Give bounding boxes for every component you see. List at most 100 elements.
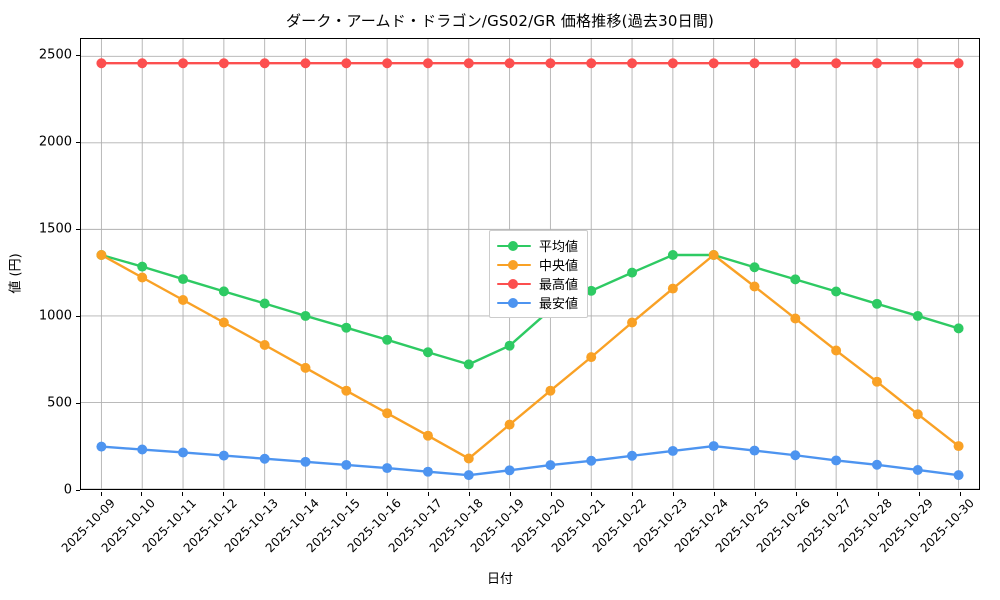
x-tick-mark: [959, 492, 961, 496]
data-point: [137, 261, 148, 272]
data-point: [463, 359, 474, 370]
data-point: [545, 58, 556, 69]
legend-item-2[interactable]: 最高値: [497, 274, 578, 293]
data-point: [627, 317, 638, 328]
data-point: [463, 453, 474, 464]
data-point: [463, 470, 474, 481]
data-point: [749, 58, 760, 69]
x-tick-mark: [345, 492, 347, 496]
series-line-0: [100, 253, 960, 366]
data-point: [504, 419, 515, 430]
data-point: [586, 352, 597, 363]
data-point: [912, 58, 923, 69]
data-point: [504, 465, 515, 476]
x-axis-label: 日付: [486, 572, 513, 587]
data-point: [790, 274, 801, 285]
x-tick-mark: [795, 492, 797, 496]
legend-item-3[interactable]: 最安値: [497, 293, 578, 312]
x-tick-mark: [468, 492, 470, 496]
legend-swatch-icon: [497, 277, 531, 291]
plot-area: [80, 38, 980, 490]
data-point: [790, 58, 801, 69]
chart-title: ダーク・アームド・ドラゴン/GS02/GR 価格推移(過去30日間): [285, 12, 715, 30]
data-point: [749, 445, 760, 456]
y-tick-label: 500: [47, 395, 72, 411]
y-tick-label: 2000: [38, 134, 72, 150]
data-point: [341, 385, 352, 396]
data-point: [300, 310, 311, 321]
data-point: [831, 286, 842, 297]
x-axis-tick-labels: 2025-10-09 2025-10-10 2025-10-11 2025-10-12…: [58, 492, 980, 562]
x-tick-mark: [714, 492, 716, 496]
grid-lines: [81, 39, 979, 489]
data-point: [300, 58, 311, 69]
data-point: [382, 408, 393, 419]
x-tick-mark: [141, 492, 143, 496]
data-point: [545, 460, 556, 471]
data-point: [96, 58, 107, 69]
data-point: [341, 459, 352, 470]
data-point: [382, 58, 393, 69]
x-tick-mark: [100, 492, 102, 496]
data-point: [463, 58, 474, 69]
y-tick-mark: [76, 142, 80, 144]
data-point: [708, 441, 719, 452]
x-tick-mark: [755, 492, 756, 496]
data-point: [667, 283, 678, 294]
data-point: [953, 441, 964, 452]
y-tick-mark: [76, 55, 80, 57]
data-point: [953, 470, 964, 481]
data-point: [790, 450, 801, 461]
data-point: [586, 285, 597, 296]
x-tick-mark: [550, 492, 552, 496]
x-tick-mark: [182, 492, 184, 496]
data-point: [422, 347, 433, 358]
data-point: [667, 250, 678, 260]
data-point: [871, 298, 882, 309]
y-tick-label: 2500: [38, 47, 72, 63]
x-tick-mark: [673, 492, 675, 496]
data-point: [218, 286, 229, 297]
data-point: [545, 385, 556, 396]
data-point: [341, 58, 352, 69]
data-point: [790, 313, 801, 324]
y-tick-mark: [76, 403, 80, 405]
data-point: [586, 58, 597, 69]
data-point: [137, 444, 148, 455]
x-tick-mark: [836, 492, 838, 496]
y-tick-label: 1000: [38, 308, 72, 324]
data-point: [218, 450, 229, 461]
data-point: [300, 456, 311, 467]
data-point: [627, 450, 638, 461]
x-tick-mark: [427, 492, 429, 496]
data-point: [667, 58, 678, 69]
x-tick-mark: [264, 492, 266, 496]
data-point: [504, 58, 515, 69]
data-point: [382, 463, 393, 474]
data-point: [96, 250, 107, 260]
data-point: [953, 323, 964, 334]
data-point: [831, 58, 842, 69]
data-point: [259, 453, 270, 464]
data-point: [382, 334, 393, 345]
data-point: [627, 267, 638, 278]
data-point: [422, 58, 433, 69]
x-tick-mark: [223, 492, 225, 496]
data-point: [178, 295, 189, 305]
y-tick-mark: [76, 490, 80, 491]
data-point: [831, 345, 842, 356]
x-tick-mark: [509, 492, 511, 496]
y-axis-tick-labels: 0 500 1000 1500 2000 2500: [0, 38, 72, 498]
legend-item-1[interactable]: 中央値: [497, 255, 578, 274]
data-point: [708, 58, 719, 69]
legend-label: 平均値: [539, 240, 579, 255]
data-point: [300, 362, 311, 373]
legend-item-0[interactable]: 平均値: [497, 236, 578, 255]
x-tick-mark: [591, 492, 593, 496]
data-point: [708, 250, 719, 260]
data-point: [953, 58, 964, 69]
data-point: [831, 455, 842, 466]
legend-swatch-icon: [497, 296, 531, 310]
data-point: [422, 430, 433, 441]
